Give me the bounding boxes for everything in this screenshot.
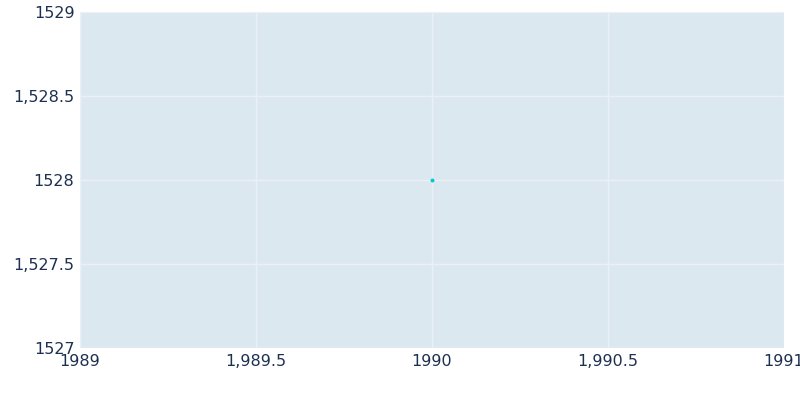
Point	[426, 177, 438, 183]
